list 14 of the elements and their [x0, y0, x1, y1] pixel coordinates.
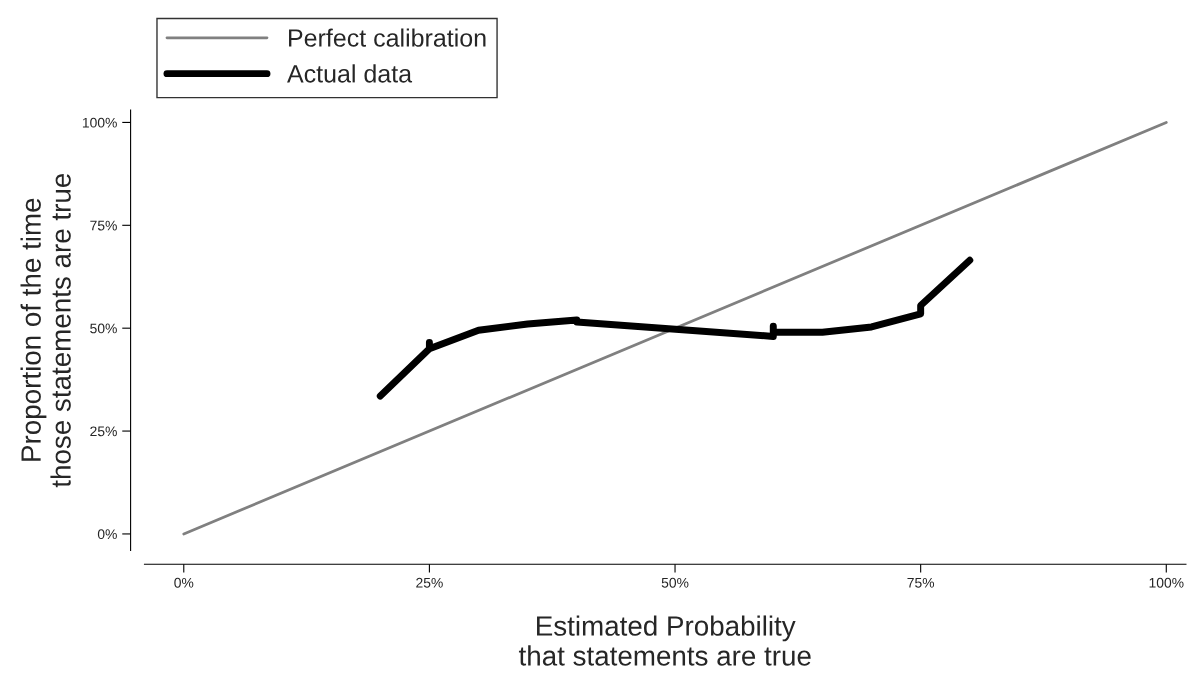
- y-tick-label: 100%: [82, 117, 117, 128]
- y-tick-label: 75%: [90, 220, 117, 231]
- x-axis-title: Estimated Probability that statements are true: [518, 615, 811, 666]
- x-tick-label: 50%: [661, 577, 689, 588]
- y-tick-label: 0%: [97, 529, 117, 540]
- y-axis-title: Proportion of the time those statements are true: [20, 173, 71, 488]
- x-tick-label: 25%: [416, 577, 443, 588]
- legend-label: Perfect calibration: [289, 28, 486, 47]
- y-tick-label: 25%: [90, 426, 117, 437]
- legend-label: Actual data: [287, 64, 413, 83]
- x-tick-label: 100%: [1149, 577, 1184, 588]
- x-tick-label: 75%: [907, 577, 935, 588]
- x-tick-label: 0%: [174, 577, 194, 588]
- y-tick-label: 50%: [90, 323, 117, 334]
